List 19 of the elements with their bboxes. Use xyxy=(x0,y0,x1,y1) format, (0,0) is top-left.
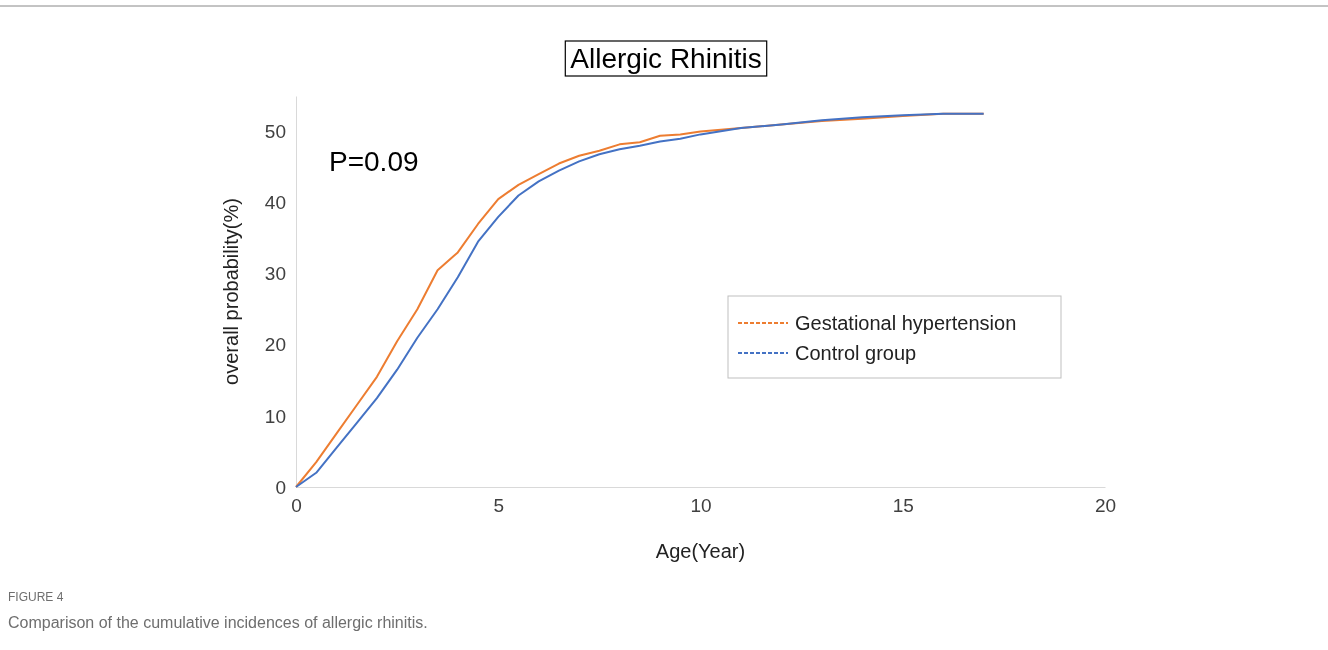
x-tick-label: 10 xyxy=(690,495,712,517)
legend-label: Control group xyxy=(795,342,917,364)
x-tick-label: 0 xyxy=(291,495,302,517)
x-tick-label: 5 xyxy=(493,495,505,517)
y-tick-label: 0 xyxy=(275,476,286,498)
annotation: P=0.09 xyxy=(329,146,419,177)
text: Comparison of the cumulative incidences of allergic rhinitis. xyxy=(8,614,428,631)
y-tick-label: 30 xyxy=(264,263,286,285)
x-axis-title: Age(Year) xyxy=(655,540,746,562)
legend-label: Gestational hypertension xyxy=(795,312,1017,334)
y-tick-label: 20 xyxy=(264,334,286,356)
chart-title: Allergic Rhinitis xyxy=(570,43,762,74)
caption: FIGURE 4 xyxy=(8,590,64,604)
y-tick-label: 50 xyxy=(264,121,286,143)
x-tick-label: 20 xyxy=(1094,495,1117,517)
y-tick-label: 10 xyxy=(264,405,286,427)
y-axis-title: overall probability(%) xyxy=(220,198,242,385)
y-tick-label: 40 xyxy=(264,192,286,214)
x-tick-label: 15 xyxy=(892,495,914,517)
